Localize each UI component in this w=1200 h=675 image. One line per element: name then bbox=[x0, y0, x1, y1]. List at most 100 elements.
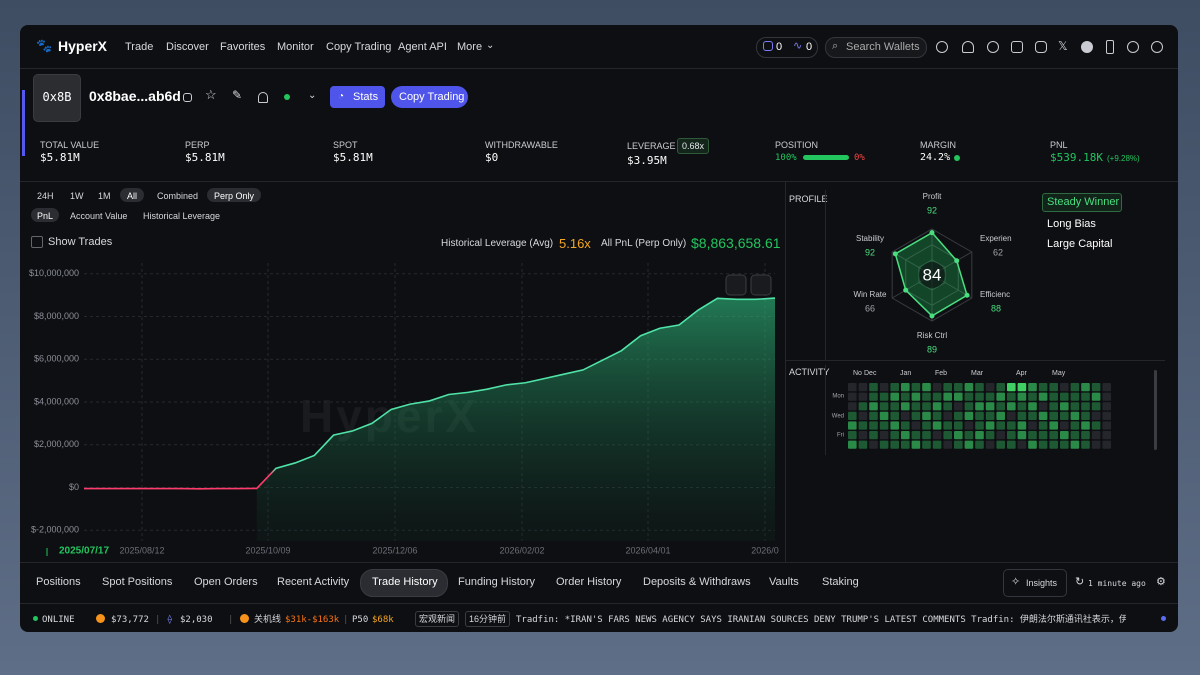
activity-cell bbox=[879, 392, 889, 401]
tab[interactable]: Deposits & Withdraws bbox=[643, 576, 751, 588]
nav-link[interactable]: More bbox=[457, 41, 483, 53]
nav-link[interactable]: Copy Trading bbox=[326, 41, 392, 53]
activity-cell bbox=[848, 440, 857, 449]
news-text: Tradfin: *IRAN'S FARS NEWS AGENCY SAYS I… bbox=[516, 615, 1126, 625]
activity-cell bbox=[858, 402, 868, 411]
icon-button[interactable] bbox=[962, 41, 974, 53]
activity-cell bbox=[890, 411, 899, 420]
favorite-icon[interactable]: ☆ bbox=[205, 87, 217, 102]
range-button[interactable]: All bbox=[127, 191, 138, 201]
nav-link[interactable]: Discover bbox=[166, 41, 209, 53]
dropdown-icon[interactable]: ⌄ bbox=[308, 90, 317, 101]
chart-tool-button[interactable] bbox=[725, 274, 747, 296]
tab[interactable]: Positions bbox=[36, 576, 81, 588]
tab[interactable]: Order History bbox=[556, 576, 622, 588]
icon-button[interactable] bbox=[1035, 41, 1047, 53]
icon-button[interactable]: 𝕏 bbox=[1058, 39, 1068, 53]
search-placeholder[interactable]: Search Wallets bbox=[846, 41, 920, 53]
mode-button[interactable]: Combined bbox=[157, 191, 199, 201]
metric-button[interactable]: Account Value bbox=[70, 211, 128, 221]
tab[interactable]: Vaults bbox=[769, 576, 799, 588]
radar-value: 88 bbox=[991, 303, 1001, 313]
radar-label: Risk Ctrl bbox=[917, 331, 947, 340]
icon-button[interactable] bbox=[1127, 41, 1139, 53]
tab[interactable]: Staking bbox=[822, 576, 859, 588]
settings-icon[interactable]: ⚙ bbox=[1156, 576, 1166, 588]
nav-link[interactable]: Trade bbox=[125, 41, 154, 53]
tab[interactable]: Trade History bbox=[372, 576, 438, 588]
stats-button-label[interactable]: Stats bbox=[353, 91, 379, 103]
activity-cell bbox=[985, 392, 995, 401]
metric-button[interactable]: PnL bbox=[37, 211, 54, 221]
activity-cell bbox=[975, 402, 984, 411]
activity-cell bbox=[1060, 402, 1069, 411]
activity-cell bbox=[1049, 440, 1058, 449]
mode-button[interactable]: Perp Only bbox=[214, 191, 255, 201]
activity-cell bbox=[869, 431, 878, 440]
nav-link[interactable]: Monitor bbox=[277, 41, 314, 53]
tab[interactable]: Funding History bbox=[458, 576, 536, 588]
scrollbar[interactable] bbox=[1154, 370, 1157, 450]
activity-cell bbox=[1007, 440, 1016, 449]
activity-cell bbox=[858, 383, 868, 392]
icon-button[interactable] bbox=[936, 41, 948, 53]
counter-box[interactable] bbox=[756, 37, 818, 58]
x-tick-label: 2026/04/01 bbox=[625, 545, 670, 555]
range-button[interactable]: 24H bbox=[37, 191, 54, 201]
avatar bbox=[33, 74, 81, 122]
chart-tool-button[interactable] bbox=[750, 274, 772, 296]
activity-cell bbox=[975, 383, 984, 392]
activity-cell bbox=[1038, 383, 1048, 392]
insights-button[interactable] bbox=[1003, 569, 1067, 597]
tab[interactable]: Recent Activity bbox=[277, 576, 350, 588]
range-button[interactable]: 1W bbox=[70, 191, 84, 201]
activity-cell bbox=[1017, 440, 1027, 449]
activity-cell bbox=[869, 402, 878, 411]
day-label: Mon bbox=[832, 394, 844, 400]
tab[interactable]: Open Orders bbox=[194, 576, 258, 588]
status: ONLINE bbox=[42, 615, 75, 625]
icon-button[interactable] bbox=[987, 41, 999, 53]
activity-cell bbox=[911, 411, 921, 420]
score: 84 bbox=[923, 265, 942, 284]
activity-cell bbox=[1049, 431, 1058, 440]
alert-icon[interactable] bbox=[258, 92, 268, 103]
icon-button[interactable] bbox=[1151, 41, 1163, 53]
activity-cell bbox=[954, 411, 963, 420]
copy-trading-button[interactable] bbox=[391, 86, 468, 108]
radar-label: Win Rate bbox=[854, 290, 887, 299]
activity-cell bbox=[1017, 402, 1027, 411]
refresh-icon[interactable]: ↻ bbox=[1075, 576, 1085, 588]
separator: | bbox=[228, 615, 234, 625]
stats-button[interactable] bbox=[330, 86, 385, 108]
range-button[interactable]: 1M bbox=[98, 191, 111, 201]
icon-button[interactable] bbox=[1011, 41, 1023, 53]
day-label: Wed bbox=[832, 414, 844, 420]
activity-cell bbox=[1007, 383, 1016, 392]
edit-icon[interactable]: ✎ bbox=[232, 88, 243, 102]
insights-label[interactable]: Insights bbox=[1026, 578, 1058, 588]
copy-icon[interactable] bbox=[183, 93, 192, 102]
activity-cell bbox=[1102, 431, 1111, 440]
y-tick-label: $6,000,000 bbox=[34, 354, 79, 364]
separator: | bbox=[155, 615, 161, 625]
nav-link[interactable]: Agent API bbox=[398, 41, 447, 53]
copy-trading-label[interactable]: Copy Trading bbox=[399, 91, 465, 103]
brand[interactable]: HyperX bbox=[58, 38, 108, 54]
activity-cell bbox=[1091, 431, 1101, 440]
activity-cell bbox=[922, 440, 931, 449]
activity-cell bbox=[848, 411, 857, 420]
metric-button[interactable]: Historical Leverage bbox=[143, 211, 221, 221]
y-tick-label: $4,000,000 bbox=[34, 396, 79, 406]
tab[interactable]: Spot Positions bbox=[102, 576, 173, 588]
btc-price: $73,772 bbox=[111, 615, 149, 625]
checkbox-label[interactable]: Show Trades bbox=[48, 236, 113, 248]
search-box[interactable] bbox=[825, 37, 927, 58]
divider bbox=[825, 190, 826, 360]
nav-link[interactable]: Favorites bbox=[220, 41, 266, 53]
section-label: PROFILE bbox=[789, 194, 828, 204]
icon-button[interactable] bbox=[1106, 40, 1114, 54]
activity-cell bbox=[1070, 440, 1080, 449]
checkbox[interactable] bbox=[31, 236, 43, 248]
icon-button[interactable] bbox=[1081, 41, 1093, 53]
